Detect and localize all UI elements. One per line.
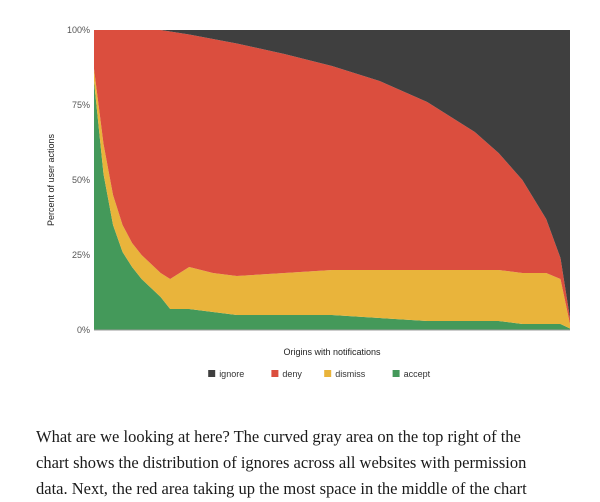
legend-swatch-dismiss bbox=[324, 370, 332, 377]
area-accept bbox=[94, 81, 570, 330]
article-paragraph: What are we looking at here? The curved … bbox=[36, 424, 576, 502]
y-axis-title: Percent of user actions bbox=[46, 133, 56, 226]
legend-swatch-accept bbox=[392, 370, 400, 377]
article-line: What are we looking at here? The curved … bbox=[36, 427, 521, 446]
legend-label-accept: accept bbox=[404, 369, 431, 379]
legend-label-deny: deny bbox=[282, 369, 302, 379]
legend-swatch-deny bbox=[271, 370, 279, 377]
legend-label-ignore: ignore bbox=[219, 369, 244, 379]
y-tick-label: 100% bbox=[67, 25, 90, 35]
y-tick-label: 75% bbox=[72, 100, 90, 110]
legend-label-dismiss: dismiss bbox=[335, 369, 366, 379]
y-axis-ticks: 0% 25% 50% 75% 100% bbox=[67, 25, 90, 335]
article-line: chart shows the distribution of ignores … bbox=[36, 453, 527, 472]
legend-swatch-ignore bbox=[208, 370, 216, 377]
article-line: data. Next, the red area taking up the m… bbox=[36, 479, 527, 498]
stacked-area-chart: 0% 25% 50% 75% 100% Origins with notificatio… bbox=[46, 25, 570, 379]
y-tick-label: 25% bbox=[72, 250, 90, 260]
x-axis-title: Origins with notifications bbox=[283, 347, 381, 357]
chart-legend: ignore deny dismiss accept bbox=[208, 369, 431, 379]
area-ignore bbox=[94, 30, 570, 318]
chart-areas bbox=[94, 30, 570, 330]
area-dismiss bbox=[94, 69, 570, 329]
area-deny bbox=[94, 30, 570, 324]
y-tick-label: 50% bbox=[72, 175, 90, 185]
y-tick-label: 0% bbox=[77, 325, 90, 335]
